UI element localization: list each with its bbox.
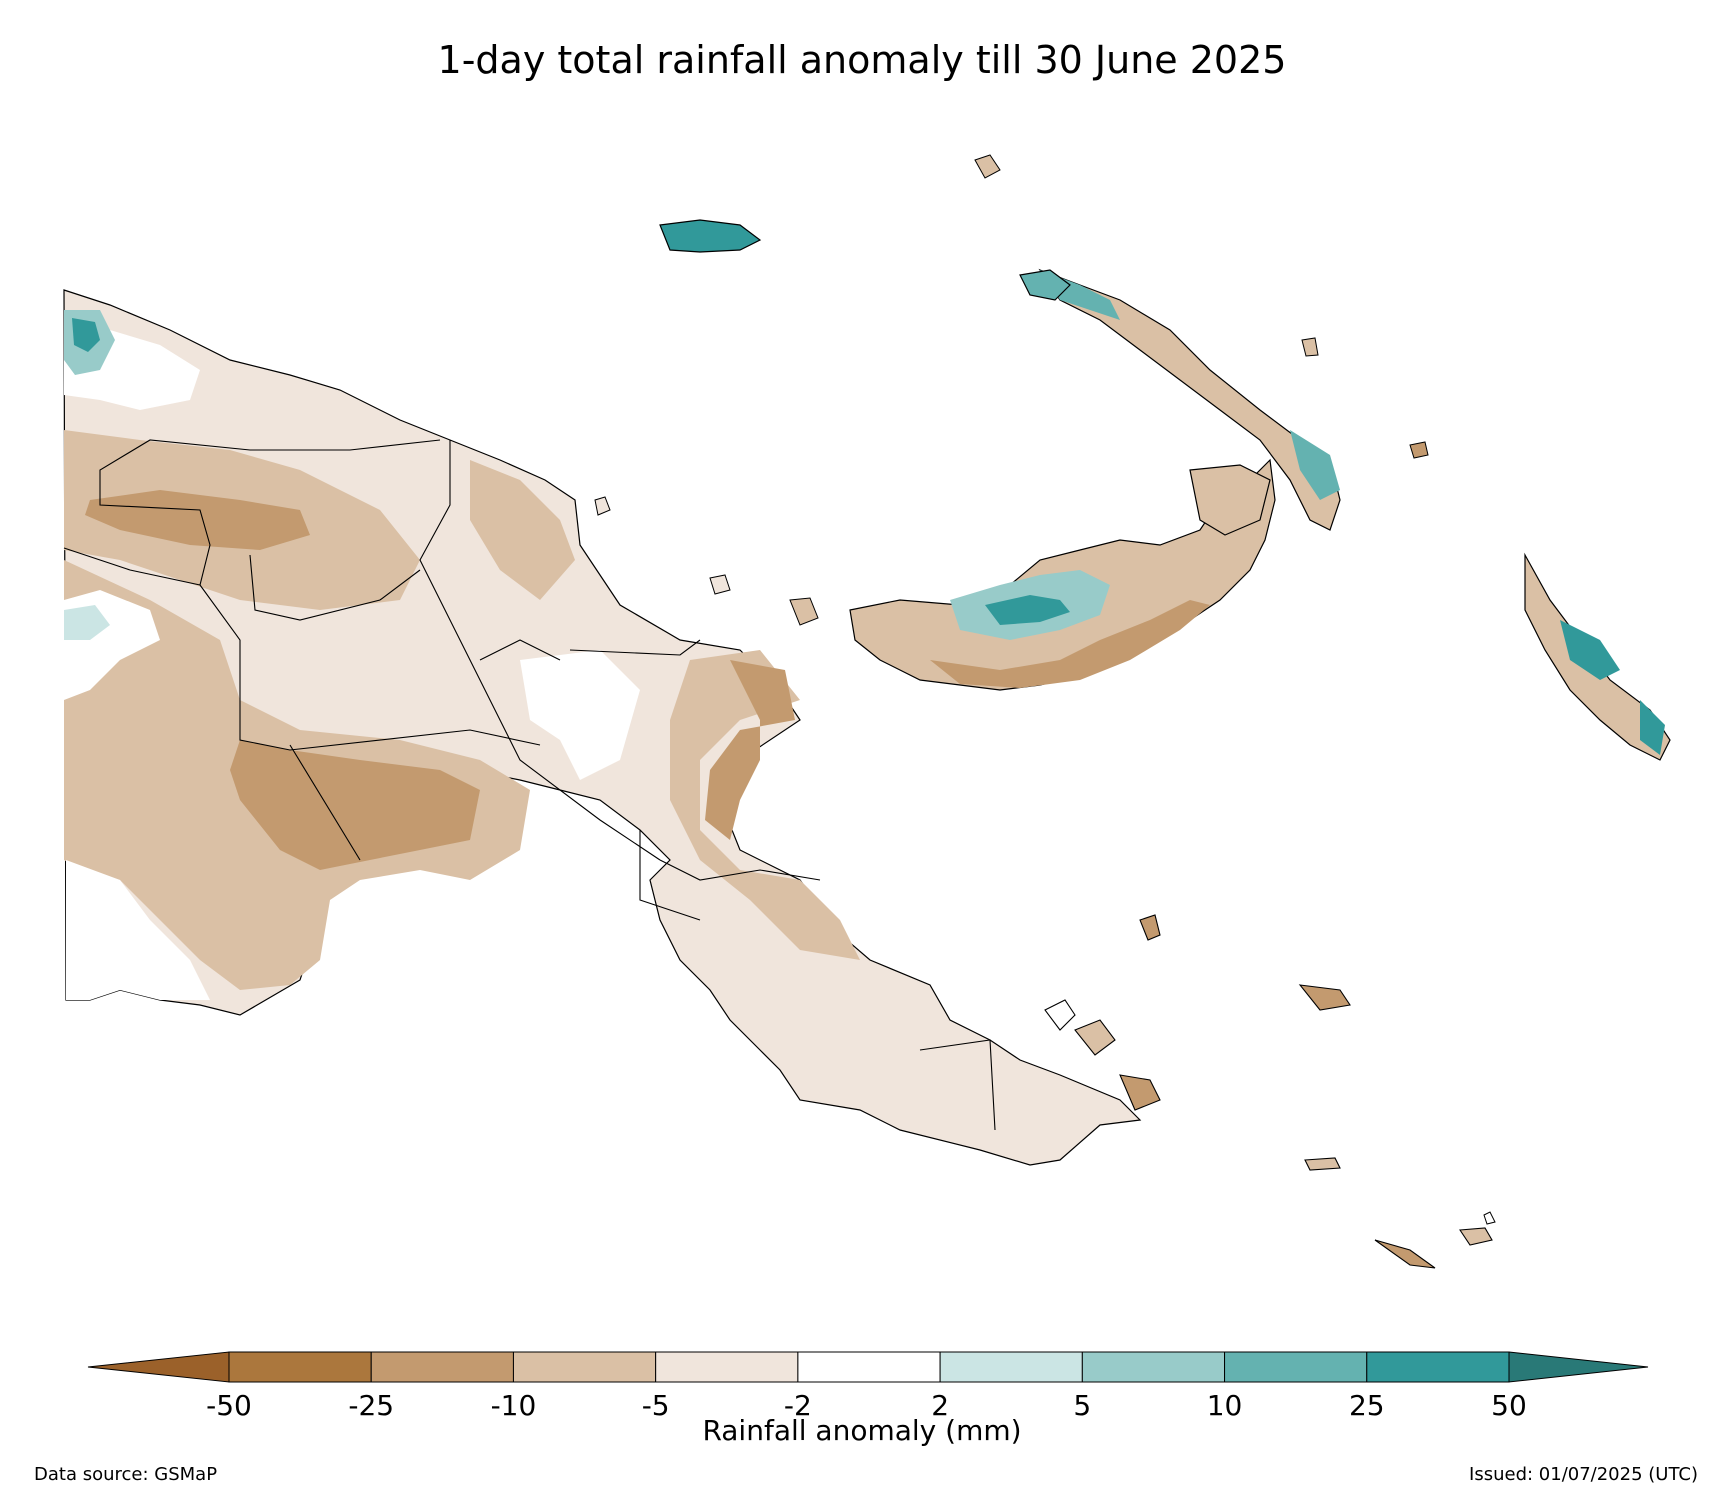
colorbar-segment [370,1351,514,1383]
colorbar-tick-label: 2 [931,1389,949,1422]
band-east-coast-tan [470,460,575,600]
island-sudest [1374,1239,1436,1269]
island-misima [1304,1157,1341,1171]
island-rossel [1459,1227,1493,1246]
band-sepik-dark [85,490,310,550]
new-britain-east-lobe [1189,464,1271,536]
colorbar-tick-label: 25 [1349,1389,1385,1422]
new-hanover [1019,269,1071,301]
colorbar-segment [797,1351,941,1383]
province-borders [63,439,996,1131]
colorbar-tick-label: 5 [1073,1389,1091,1422]
new-britain [849,458,1276,691]
island-feni [1483,1211,1496,1225]
colorbar-segment [1366,1351,1510,1383]
colorbar-tick-label: -5 [642,1389,670,1422]
patch-teal-w [64,605,110,640]
colorbar-extension-low [87,1351,230,1383]
island-fergusson [1074,1019,1116,1056]
colorbar-tick-label: 50 [1491,1389,1527,1422]
colorbar-tick-label: -50 [206,1389,252,1422]
colorbar-segment [512,1351,657,1383]
issued-date: Issued: 01/07/2025 (UTC) [1469,1464,1698,1485]
patch-white-highlands [520,650,640,780]
map-title: 1-day total rainfall anomaly till 30 Jun… [437,38,1287,82]
new-britain-south-dark [930,600,1210,688]
milne-bay-islands [1044,914,1493,1269]
small-islands [594,154,1496,1225]
patch-teal-nw-core [72,318,100,352]
colorbar-tick-label: 10 [1207,1389,1243,1422]
island-mussau [974,154,1001,179]
band-huon-dark [705,660,795,840]
band-gulf-dark [230,740,480,870]
island-tabar [1301,337,1319,357]
island-umboi [789,597,819,626]
data-source-note: Data source: GSMaP [34,1464,218,1485]
new-ireland [1019,268,1341,531]
colorbar-extension-high [1508,1351,1649,1383]
island-long [709,574,731,595]
colorbar-label: Rainfall anomaly (mm) [702,1414,1022,1447]
island-karkar [594,496,611,516]
bougainville-teal-south [1640,700,1665,755]
island-trobriand [1139,914,1161,941]
mainland-png [63,289,1142,1166]
colorbar-segment [1224,1351,1368,1383]
colorbar-segment [228,1351,372,1383]
colorbar-segment [939,1351,1083,1383]
colorbar-tick-label: -25 [348,1389,394,1422]
band-huon-tan [670,650,860,960]
new-britain-teal-core [985,595,1070,625]
manus-island [659,219,762,253]
island-normanby [1119,1074,1161,1111]
island-woodlark [1298,984,1351,1011]
colorbar-segment [1081,1351,1226,1383]
patch-white-west [66,860,210,1000]
bougainville [1524,552,1671,761]
colorbar-segment [655,1351,799,1383]
new-ireland-teal-south [1290,430,1340,500]
island-lihir [1409,441,1429,459]
colorbar-tick-label: -2 [784,1389,812,1422]
colorbar-tick-label: -10 [491,1389,537,1422]
island-goodenough [1044,999,1076,1031]
rainfall-anomaly-map [63,154,1671,1269]
bougainville-teal [1560,620,1620,680]
